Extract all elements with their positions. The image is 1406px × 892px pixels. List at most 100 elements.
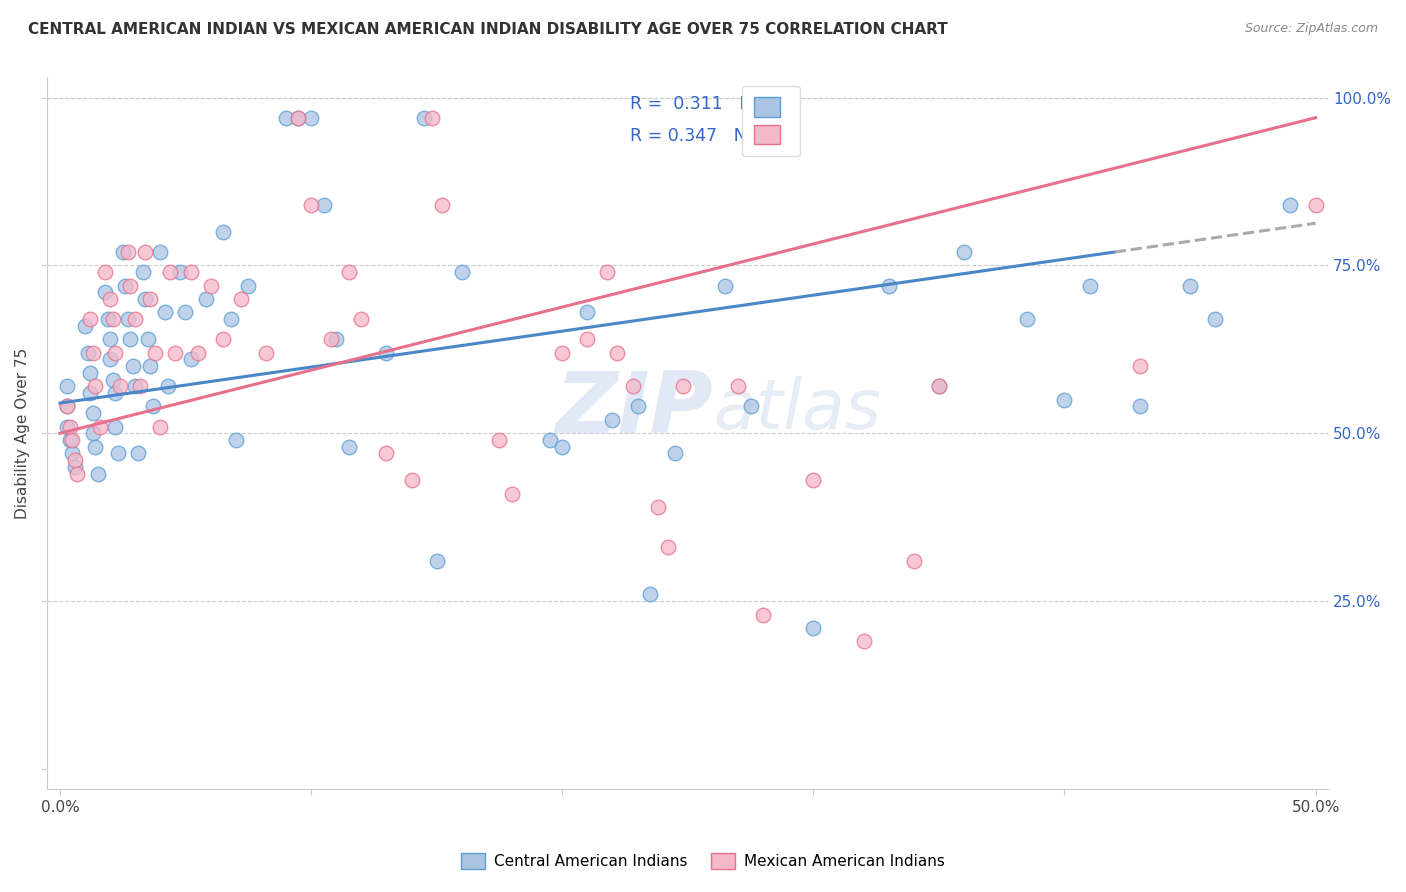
Point [852,634,875,648]
Point [596,265,619,279]
Point [321,332,343,346]
Point [149,419,172,434]
Point [200,278,222,293]
Point [430,198,453,212]
Point [375,446,398,460]
Point [194,292,217,306]
Point [801,621,824,635]
Point [63,459,86,474]
Point [274,111,297,125]
Point [101,373,124,387]
Point [89,419,111,434]
Point [1178,278,1201,293]
Point [132,265,155,279]
Point [551,440,574,454]
Point [79,366,101,380]
Point [104,419,127,434]
Point [156,379,179,393]
Point [1279,198,1302,212]
Point [120,332,142,346]
Text: CENTRAL AMERICAN INDIAN VS MEXICAN AMERICAN INDIAN DISABILITY AGE OVER 75 CORREL: CENTRAL AMERICAN INDIAN VS MEXICAN AMERI… [28,22,948,37]
Point [62,446,84,460]
Point [953,245,976,260]
Point [401,473,423,487]
Point [664,446,686,460]
Point [94,285,117,300]
Point [238,278,260,293]
Point [801,473,824,487]
Point [413,111,436,125]
Point [174,305,197,319]
Point [426,554,449,568]
Point [219,312,242,326]
Point [120,278,142,293]
Point [299,111,322,125]
Point [66,467,89,481]
Text: atlas: atlas [713,376,882,443]
Point [626,400,648,414]
Point [84,440,107,454]
Point [136,332,159,346]
Point [225,433,247,447]
Point [59,419,82,434]
Point [187,345,209,359]
Point [229,292,252,306]
Point [104,345,127,359]
Point [84,379,107,393]
Point [740,400,762,414]
Point [101,312,124,326]
Point [576,332,599,346]
Point [108,379,131,393]
Point [903,554,925,568]
Point [752,607,775,622]
Point [551,345,574,359]
Point [375,345,398,359]
Text: Source: ZipAtlas.com: Source: ZipAtlas.com [1244,22,1378,36]
Point [82,406,104,420]
Point [159,265,181,279]
Point [1053,392,1076,407]
Point [165,345,187,359]
Point [179,352,201,367]
Point [134,292,156,306]
Point [350,312,373,326]
Point [62,433,84,447]
Point [1129,400,1152,414]
Point [63,453,86,467]
Point [139,292,162,306]
Point [928,379,950,393]
Point [155,305,177,319]
Point [621,379,644,393]
Point [149,245,172,260]
Point [714,278,737,293]
Point [325,332,347,346]
Point [1204,312,1226,326]
Point [98,332,121,346]
Point [602,413,624,427]
Point [647,500,669,515]
Point [121,359,143,373]
Text: R = 0.347   N = 57: R = 0.347 N = 57 [630,128,794,145]
Point [82,426,104,441]
Point [98,352,121,367]
Point [299,198,322,212]
Point [657,541,679,555]
Point [56,379,79,393]
Point [877,278,900,293]
Point [142,400,165,414]
Point [450,265,472,279]
Point [287,111,309,125]
Point [97,312,120,326]
Point [111,245,134,260]
Point [1129,359,1152,373]
Point [117,245,139,260]
Point [104,386,127,401]
Point [287,111,309,125]
Point [538,433,561,447]
Point [727,379,749,393]
Point [139,359,162,373]
Point [672,379,695,393]
Point [488,433,510,447]
Point [56,400,79,414]
Point [337,265,360,279]
